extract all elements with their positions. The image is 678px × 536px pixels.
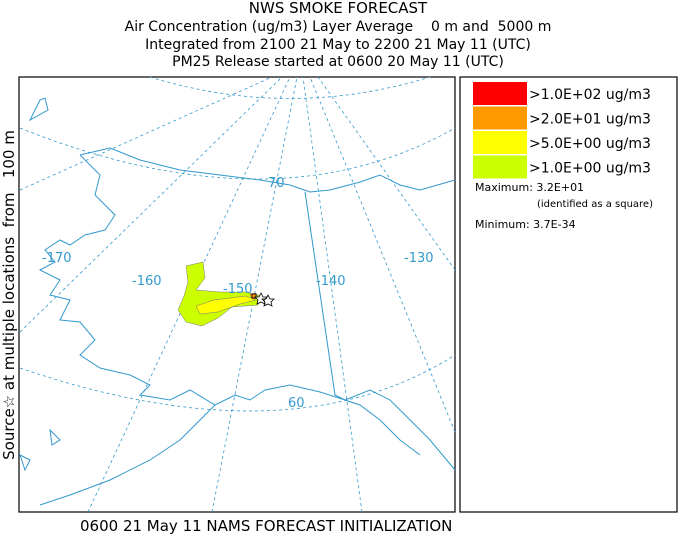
parallel [149,76,431,99]
legend-swatch [473,155,527,179]
latitude-label: 70 [268,176,285,191]
maximum: Maximum: 3.2E+01 [475,181,584,194]
plume-region [195,295,257,315]
legend-swatch [473,131,527,154]
subtitle: Integrated from 2100 21 May to 2200 21 M… [145,37,531,53]
legend-label: >1.0E+00 ug/m3 [529,161,651,177]
maximum-square [251,293,257,299]
plume [177,261,275,327]
meridian [309,76,456,433]
border [304,191,421,456]
minimum: Minimum: 3.7E-34 [475,218,576,231]
parallel [19,354,456,412]
meridian [19,76,273,191]
longitude-label: -150 [223,282,253,297]
coastline [19,97,456,506]
footer: 0600 21 May 11 NAMS FORECAST INITIALIZAT… [80,517,452,535]
longitude-label: -140 [316,274,346,289]
graticule [19,76,456,513]
peninsula [39,404,216,506]
side-label: Source☆ at multiple locations from 100 m [0,130,18,460]
maximum-note: (identified as a square) [537,199,653,210]
meridian [302,76,363,513]
legend-label: >2.0E+01 ug/m3 [529,112,651,128]
latitude-label: 60 [288,396,305,411]
legend-swatch [473,82,527,105]
west-south-coast [38,154,456,471]
legend-label: >1.0E+02 ug/m3 [529,87,651,103]
longitude-label: -160 [132,274,162,289]
legend: Maximum: 3.2E+01 (identified as a square… [459,76,678,513]
longitude-label: -130 [404,251,434,266]
meridian [87,76,291,513]
source-star [254,292,275,307]
parallel [19,127,456,180]
map: -170 -160 -150 -140 -130 70 60 [18,76,456,513]
meridian [19,76,283,333]
islands [19,428,61,472]
north-coast [79,147,456,193]
island [28,97,49,122]
legend-swatch [473,106,527,130]
legend-label: >5.0E+00 ug/m3 [529,136,651,152]
subtitle: Air Concentration (ug/m3) Layer Average … [125,19,552,35]
meridian [211,76,298,513]
subtitle: PM25 Release started at 0600 20 May 11 (… [172,54,504,70]
title: NWS SMOKE FORECAST [249,0,428,17]
longitude-label: -170 [42,251,72,266]
